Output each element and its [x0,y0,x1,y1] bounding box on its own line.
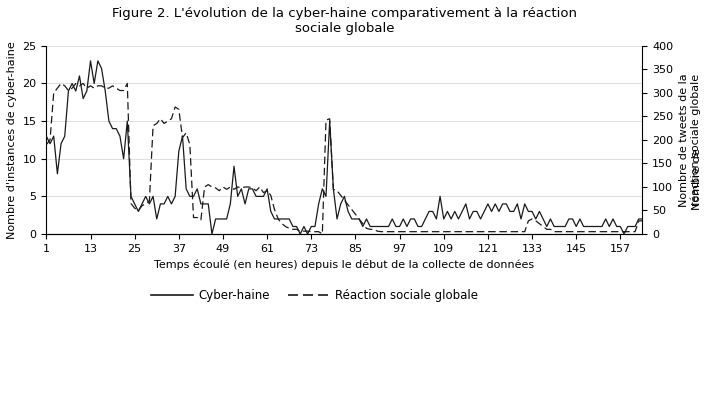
Y-axis label: Nombre de tweets de la
réaction sociale globale: Nombre de tweets de la réaction sociale … [679,73,701,207]
X-axis label: Temps écoulé (en heures) depuis le début de la collecte de données: Temps écoulé (en heures) depuis le début… [154,259,535,270]
Y-axis label: Nombre d'instances de cyber-haine: Nombre d'instances de cyber-haine [7,41,17,239]
Legend: Cyber-haine, Réaction sociale globale: Cyber-haine, Réaction sociale globale [147,285,483,307]
Title: Figure 2. L'évolution de la cyber-haine comparativement à la réaction
sociale gl: Figure 2. L'évolution de la cyber-haine … [112,7,577,35]
Text: Nombre de: Nombre de [692,145,702,210]
